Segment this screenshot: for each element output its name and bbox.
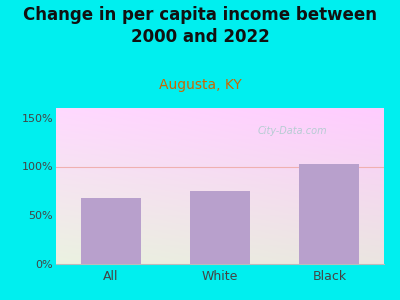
Bar — [81, 198, 141, 264]
Bar — [299, 164, 360, 264]
Text: Augusta, KY: Augusta, KY — [159, 78, 241, 92]
Text: City-Data.com: City-Data.com — [257, 126, 327, 136]
Text: Change in per capita income between
2000 and 2022: Change in per capita income between 2000… — [23, 6, 377, 46]
Bar — [190, 191, 250, 264]
